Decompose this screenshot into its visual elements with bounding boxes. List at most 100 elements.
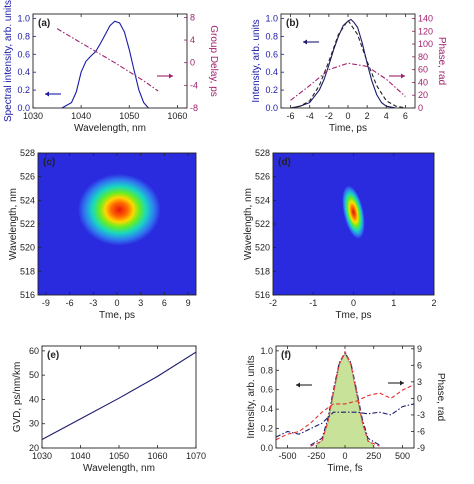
y-tick-label: 528	[20, 148, 35, 158]
plot-frame	[272, 152, 435, 296]
y-right-axis-label: Phase, rad	[435, 373, 446, 421]
x-tick-label: -2	[325, 111, 333, 121]
y-right-tick-label: 3	[417, 377, 422, 387]
y-right-tick-label: 0	[418, 103, 423, 113]
x-tick-label: -9	[42, 298, 50, 308]
y-tick-label: 522	[255, 219, 270, 229]
y-axis-label: Spectral intensity, arb. units	[3, 0, 14, 122]
x-tick-label: 2	[365, 111, 370, 121]
x-tick-label: 4	[384, 111, 389, 121]
y-axis-label: Intensity, arb. units	[246, 355, 257, 438]
x-tick-label: 1070	[186, 451, 206, 461]
x-tick-label: 1050	[119, 111, 139, 121]
panel-e: 1030 1040 1050 1060 1070 20 30 40 50 60 Wavelength…	[12, 345, 206, 474]
y-right-tick-label: 8	[190, 12, 195, 22]
y-tick-label: 0.0	[260, 443, 273, 453]
x-tick-label: 6	[162, 298, 167, 308]
y-right-tick-label: 60	[418, 65, 428, 75]
plot-area	[56, 20, 159, 108]
y-tick-label: 0.8	[17, 31, 30, 41]
panel-b: -6 -4 -2 0 2 4 6 0.0 0.2 0.4 0.6 0.8 1.0 0 20 40 60 80 100…	[251, 13, 447, 134]
series-line-0	[61, 20, 149, 108]
panel-label: (a)	[38, 18, 50, 29]
plot-area	[42, 351, 196, 440]
panel-c: -9 -6 -3 0 3 6 9 516 518 520 522 524 526 528 Tme, ps Wa…	[8, 148, 197, 321]
y-right-axis-label: Phase, rad	[436, 37, 447, 85]
series-line-0	[42, 351, 196, 440]
y-right-tick-label: 100	[418, 39, 433, 49]
y-right-tick-label: -4	[190, 80, 198, 90]
y-tick-label: 1.0	[260, 346, 273, 356]
y-right-tick-label: 140	[418, 13, 433, 23]
panel-d: -2 -1 0 1 2 516 518 520 522 524 526 528 Tme, ps Wavel…	[243, 148, 437, 321]
plot-frame	[275, 345, 415, 449]
y-right-tick-label: 0	[417, 393, 422, 403]
plot-frame	[32, 13, 188, 109]
panel-a: 1030 1040 1050 1060 0.0 0.2 0.4 0.6 0.8 1.0 -8 -4 0 4…	[3, 0, 219, 134]
series-line-1	[290, 19, 406, 108]
y-right-tick-label: 80	[418, 52, 428, 62]
y-tick-label: 1.0	[265, 13, 278, 23]
y-tick-label: 0.2	[260, 424, 273, 434]
y-right-tick-label: -3	[417, 410, 425, 420]
y-tick-label: 518	[255, 266, 270, 276]
x-tick-label: 1050	[109, 451, 129, 461]
y-tick-label: 0.6	[260, 385, 273, 395]
panel-label: (b)	[286, 18, 299, 29]
y-tick-label: 1.0	[17, 13, 30, 23]
y-tick-label: 0.6	[265, 49, 278, 59]
panel-label: (f)	[281, 350, 291, 361]
y-tick-label: 524	[20, 195, 35, 205]
y-tick-label: 528	[255, 148, 270, 158]
series-line-4	[276, 403, 414, 438]
y-right-tick-label: 9	[417, 344, 422, 354]
plot-frame	[41, 345, 197, 449]
y-tick-label: 0.4	[260, 404, 273, 414]
y-tick-label: 526	[20, 172, 35, 182]
y-tick-label: 0.6	[17, 49, 30, 59]
y-tick-label: 0.4	[17, 67, 30, 77]
y-right-tick-label: 120	[418, 26, 433, 36]
plot-area	[290, 18, 406, 108]
series-line-1	[56, 28, 159, 92]
y-tick-label: 0.8	[265, 31, 278, 41]
y-tick-label: 526	[255, 172, 270, 182]
y-tick-label: 60	[29, 346, 39, 356]
y-tick-label: 520	[255, 243, 270, 253]
x-tick-label: -4	[306, 111, 314, 121]
x-tick-label: -6	[66, 298, 74, 308]
y-tick-label: 516	[255, 290, 270, 300]
annotation-arrowhead-1	[400, 380, 404, 386]
y-tick-label: 520	[20, 243, 35, 253]
y-tick-label: 0.2	[17, 85, 30, 95]
series-fill-0	[316, 353, 375, 448]
x-axis-label: Wavelength, nm	[83, 463, 155, 474]
y-right-tick-label: -9	[417, 443, 425, 453]
x-tick-label: 0	[114, 298, 119, 308]
y-tick-label: 40	[29, 394, 39, 404]
y-right-tick-label: 4	[190, 35, 195, 45]
y-axis-label: Wavelength, nm	[8, 188, 19, 260]
y-tick-label: 0.4	[265, 67, 278, 77]
plot-frame	[280, 13, 416, 109]
x-axis-label: Tme, ps	[99, 310, 135, 321]
y-axis-label: Intensity, arb. units	[251, 19, 262, 102]
x-tick-label: 1060	[167, 111, 187, 121]
x-tick-label: -2	[269, 298, 277, 308]
x-tick-label: 3	[138, 298, 143, 308]
plot-area	[276, 350, 414, 448]
x-tick-label: 2	[431, 298, 436, 308]
y-right-tick-label: -6	[417, 426, 425, 436]
x-tick-label: 0	[342, 451, 347, 461]
y-right-axis-label: Group Delay, ps	[208, 25, 219, 97]
y-right-tick-label: 40	[418, 77, 428, 87]
x-axis-label: Time, fs	[327, 463, 362, 474]
panel-label: (d)	[278, 157, 291, 168]
x-axis-label: Tme, ps	[335, 310, 371, 321]
y-tick-label: 518	[20, 266, 35, 276]
x-tick-label: 500	[395, 451, 410, 461]
x-tick-label: 6	[403, 111, 408, 121]
heatmap-spot	[342, 185, 365, 239]
y-tick-label: 516	[20, 290, 35, 300]
annotation-arrowhead-0	[45, 91, 49, 97]
